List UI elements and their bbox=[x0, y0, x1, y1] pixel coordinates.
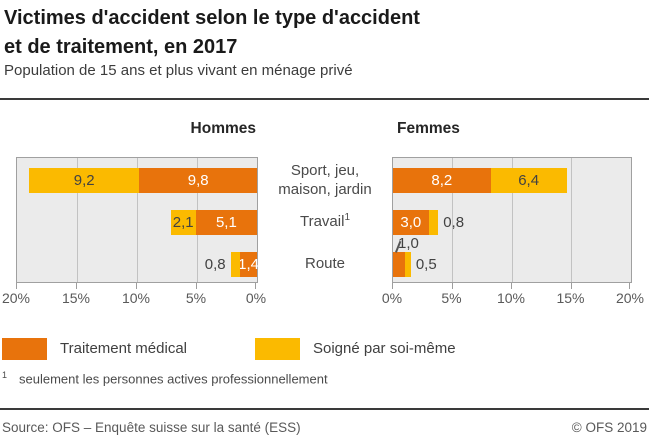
x-axis-femmes: 0% 5% 10% 15% 20% bbox=[382, 283, 644, 313]
footer-divider bbox=[0, 408, 649, 410]
category-label-3: Route bbox=[258, 251, 392, 276]
axis-tick-10pct bbox=[136, 283, 137, 289]
bar-value-label: 2,1 bbox=[172, 214, 194, 231]
x-axis-hommes: 0% 5% 10% 15% 20% bbox=[2, 283, 266, 313]
chart-subtitle: Population de 15 ans et plus vivant en m… bbox=[4, 62, 353, 79]
axis-tick-label-20pct: 20% bbox=[615, 290, 645, 306]
axis-tick-label-15pct: 15% bbox=[61, 290, 91, 306]
plot-area-hommes: 9,8 9,2 5,1 2,1 1,4 0,8 bbox=[16, 157, 260, 283]
bar-value-label: 9,2 bbox=[73, 172, 95, 189]
gridline-10pct bbox=[511, 158, 513, 282]
axis-tick-0pct bbox=[255, 283, 256, 289]
bar-segment-femmes-1: 8,2 bbox=[393, 168, 491, 193]
bar-segment-hommes-3: 1,4 bbox=[238, 252, 260, 277]
bar-value-label: 6,4 bbox=[518, 172, 540, 189]
bar-segment-femmes-3 bbox=[393, 252, 405, 277]
source-text: Source: OFS – Enquête suisse sur la sant… bbox=[2, 420, 301, 435]
legend-label-medical: Traitement médical bbox=[60, 340, 187, 357]
panel-title-femmes: Femmes bbox=[397, 120, 460, 137]
bar-segment-hommes-1: 9,2 bbox=[29, 168, 140, 193]
legend-swatch-self bbox=[255, 338, 300, 360]
axis-tick-20pct bbox=[629, 283, 630, 289]
gridline-15pct bbox=[76, 158, 78, 282]
page-title: Victimes d'accident selon le type d'acci… bbox=[4, 4, 420, 62]
bar-segment-hommes-2: 5,1 bbox=[195, 210, 257, 235]
gridline-15pct bbox=[571, 158, 572, 282]
axis-tick-label-15pct: 15% bbox=[556, 290, 585, 306]
legend-label-self: Soigné par soi-même bbox=[313, 340, 456, 357]
bar-segment-hommes-2: 2,1 bbox=[170, 210, 196, 235]
legend: Traitement médical Soigné par soi-même bbox=[0, 338, 649, 360]
bar-value-label: 1,4 bbox=[238, 256, 260, 273]
axis-tick-5pct bbox=[451, 283, 453, 289]
panel-title-hommes: Hommes bbox=[190, 120, 256, 137]
bar-segment-femmes-2: 3,0 bbox=[393, 210, 429, 235]
axis-tick-0pct bbox=[392, 283, 393, 289]
category-labels: Sport, jeu, maison, jardin Travail1 Route bbox=[258, 157, 392, 283]
axis-tick-20pct bbox=[16, 283, 17, 289]
bar-value-label: 0,8 bbox=[443, 214, 465, 231]
category-label-1: Sport, jeu, maison, jardin bbox=[258, 162, 392, 198]
title-line1: Victimes d'accident selon le type d'acci… bbox=[4, 7, 420, 29]
bar-value-label: 3,0 bbox=[400, 214, 422, 231]
copyright-text: © OFS 2019 bbox=[571, 420, 647, 435]
footnote: 1 seulement les personnes actives profess… bbox=[2, 370, 328, 386]
footnote-text: seulement les personnes actives professi… bbox=[19, 371, 328, 387]
bar-segment-femmes-3 bbox=[404, 252, 411, 277]
bar-value-label: 9,8 bbox=[187, 172, 209, 189]
bar-segment-femmes-1: 6,4 bbox=[490, 168, 567, 193]
axis-tick-15pct bbox=[76, 283, 77, 289]
bar-value-label: 5,1 bbox=[215, 214, 237, 231]
bar-value-label: 0,8 bbox=[204, 256, 226, 273]
footer: Source: OFS – Enquête suisse sur la sant… bbox=[2, 420, 647, 435]
category-label-line: maison, jardin bbox=[278, 180, 372, 198]
axis-tick-15pct bbox=[570, 283, 572, 289]
gridline-10pct bbox=[136, 158, 138, 282]
legend-swatch-medical bbox=[2, 338, 47, 360]
axis-tick-label-5pct: 5% bbox=[185, 290, 207, 306]
category-label-2: Travail1 bbox=[258, 209, 392, 234]
footnote-marker: 1 bbox=[2, 370, 8, 380]
top-divider bbox=[0, 98, 649, 100]
plot-area-femmes: 8,2 6,4 3,0 0,8 1,0 0,5 bbox=[392, 157, 632, 283]
bar-segment-hommes-1: 9,8 bbox=[139, 168, 257, 193]
title-line2: et de traitement, en 2017 bbox=[4, 36, 238, 58]
bar-value-label: 8,2 bbox=[431, 172, 453, 189]
axis-tick-label-20pct: 20% bbox=[1, 290, 31, 306]
axis-tick-label-0pct: 0% bbox=[245, 290, 267, 306]
axis-tick-label-10pct: 10% bbox=[496, 290, 526, 306]
footnote-reference: 1 bbox=[344, 212, 350, 223]
bar-value-label-callout: 1,0 bbox=[398, 235, 419, 252]
gridline-5pct bbox=[452, 158, 453, 282]
category-label-line: Route bbox=[304, 255, 346, 272]
axis-tick-10pct bbox=[511, 283, 512, 289]
category-label-line: Travail1 bbox=[299, 212, 350, 231]
bar-value-label: 0,5 bbox=[415, 256, 437, 273]
axis-tick-label-10pct: 10% bbox=[121, 290, 151, 306]
bar-segment-hommes-3 bbox=[230, 252, 241, 277]
axis-tick-label-5pct: 5% bbox=[441, 290, 462, 306]
axis-tick-5pct bbox=[196, 283, 197, 289]
bar-segment-femmes-2 bbox=[428, 210, 439, 235]
axis-tick-label-0pct: 0% bbox=[381, 290, 403, 306]
category-label-line: Sport, jeu, bbox=[290, 161, 360, 179]
